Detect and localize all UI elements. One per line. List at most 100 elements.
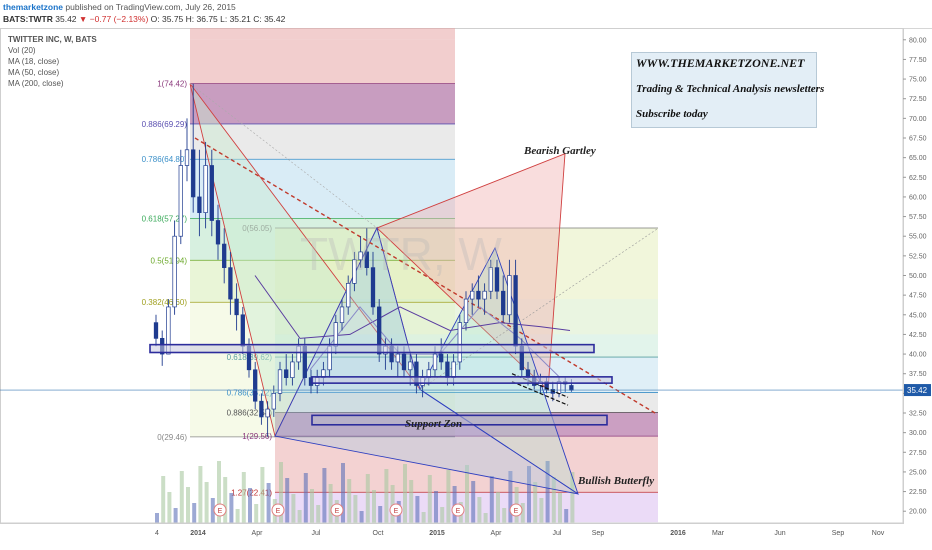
zone-support[interactable] [311,414,608,426]
candle[interactable] [284,369,289,378]
candle[interactable] [265,408,270,418]
fib2-band-3 [275,357,658,393]
candle[interactable] [153,322,159,339]
volume-bar [310,489,314,523]
candle[interactable] [457,322,462,363]
volume-bar [229,493,234,523]
candle[interactable] [352,259,357,284]
y-tick-label: 72.50 [909,96,927,103]
y-tick-label: 37.50 [909,371,927,378]
earnings-marker[interactable] [213,503,227,517]
volume-bar [415,496,420,523]
fib-label-0: 1(74.42) [157,80,187,89]
earnings-marker[interactable] [330,503,344,517]
y-tick-label: 20.00 [909,509,927,516]
candle[interactable] [191,149,196,198]
zone-resistance[interactable] [149,343,595,354]
candle[interactable] [395,353,400,363]
publisher-name[interactable]: themarketzone [3,2,63,12]
volume-bar [303,473,308,523]
ohlc-values: O: 35.75 H: 36.75 L: 35.21 C: 35.42 [150,14,286,24]
earnings-marker[interactable] [271,503,285,517]
candle[interactable] [222,243,227,268]
zone-mid[interactable] [311,376,613,384]
earnings-marker[interactable] [389,503,403,517]
candle[interactable] [228,267,233,300]
candle[interactable] [271,393,276,410]
flag-upper-line [511,373,569,398]
y-tick-label: 22.50 [909,489,927,496]
symbol[interactable]: BATS:TWTR [3,14,53,24]
x-tick-label: Jul [553,530,562,537]
publish-line: themarketzone published on TradingView.c… [3,2,236,12]
y-tick-label: 50.00 [909,273,927,280]
volume-bar [347,479,352,523]
candle[interactable] [203,165,208,213]
downtrend-line[interactable] [194,137,656,414]
candle[interactable] [277,369,283,394]
candle[interactable] [234,298,239,316]
y-tick-label: 52.50 [909,253,927,260]
candle[interactable] [439,353,444,363]
volume-bar [533,482,538,523]
candle[interactable] [451,361,456,378]
candle[interactable] [482,290,487,300]
candle[interactable] [569,385,574,391]
volume-bar [260,467,265,523]
candle[interactable] [445,361,450,378]
fib2-label-4: 1(29.56) [242,432,272,441]
candle[interactable] [463,298,469,323]
candle[interactable] [290,361,295,378]
volume-bar [527,466,531,523]
candle[interactable] [253,369,258,402]
candle[interactable] [488,267,493,292]
volume-bar [223,477,228,523]
candle[interactable] [184,149,190,166]
candle[interactable] [178,165,183,237]
candle[interactable] [501,290,506,316]
volume-bar [434,491,438,523]
y-tick-label: 80.00 [909,37,927,44]
volume-bar [248,488,252,523]
earnings-marker[interactable] [509,503,523,517]
candle[interactable] [166,306,171,355]
volume-bar [440,507,445,523]
x-tick-label: 4 [155,530,159,537]
candle[interactable] [172,235,177,308]
candle[interactable] [339,306,345,323]
candle[interactable] [507,275,512,316]
candle[interactable] [370,267,376,308]
earnings-marker[interactable] [451,503,465,517]
volume-bar [217,461,221,523]
candle[interactable] [401,353,407,371]
candle[interactable] [476,290,481,300]
candle[interactable] [494,267,500,292]
y-tick-label: 75.00 [909,77,927,84]
candle[interactable] [432,353,438,371]
earnings-marker-label: E [276,508,281,515]
candle[interactable] [513,275,518,347]
candle[interactable] [346,283,351,308]
volume-bar [186,487,190,523]
candle[interactable] [364,251,369,268]
candle[interactable] [377,306,382,355]
fib-band-top [190,28,455,40]
candle[interactable] [408,361,413,371]
x-tick-label: Mar [712,530,725,537]
candle[interactable] [240,314,245,347]
volume-bar [328,484,333,523]
candle[interactable] [333,322,338,347]
y-tick-label: 32.50 [909,411,927,418]
candle[interactable] [470,290,475,300]
candle[interactable] [209,165,214,221]
candle[interactable] [358,251,363,261]
candle[interactable] [259,400,264,418]
candle[interactable] [197,196,202,213]
bullish-butterfly-label: Bullish Butterfly [577,475,654,487]
last-price: 35.42 [55,14,77,24]
promo-url[interactable]: WWW.THEMARKETZONE.NET [636,56,805,70]
candle[interactable] [215,220,221,245]
volume-bar [192,503,197,523]
candle[interactable] [414,361,419,386]
volume-bar [353,495,358,523]
